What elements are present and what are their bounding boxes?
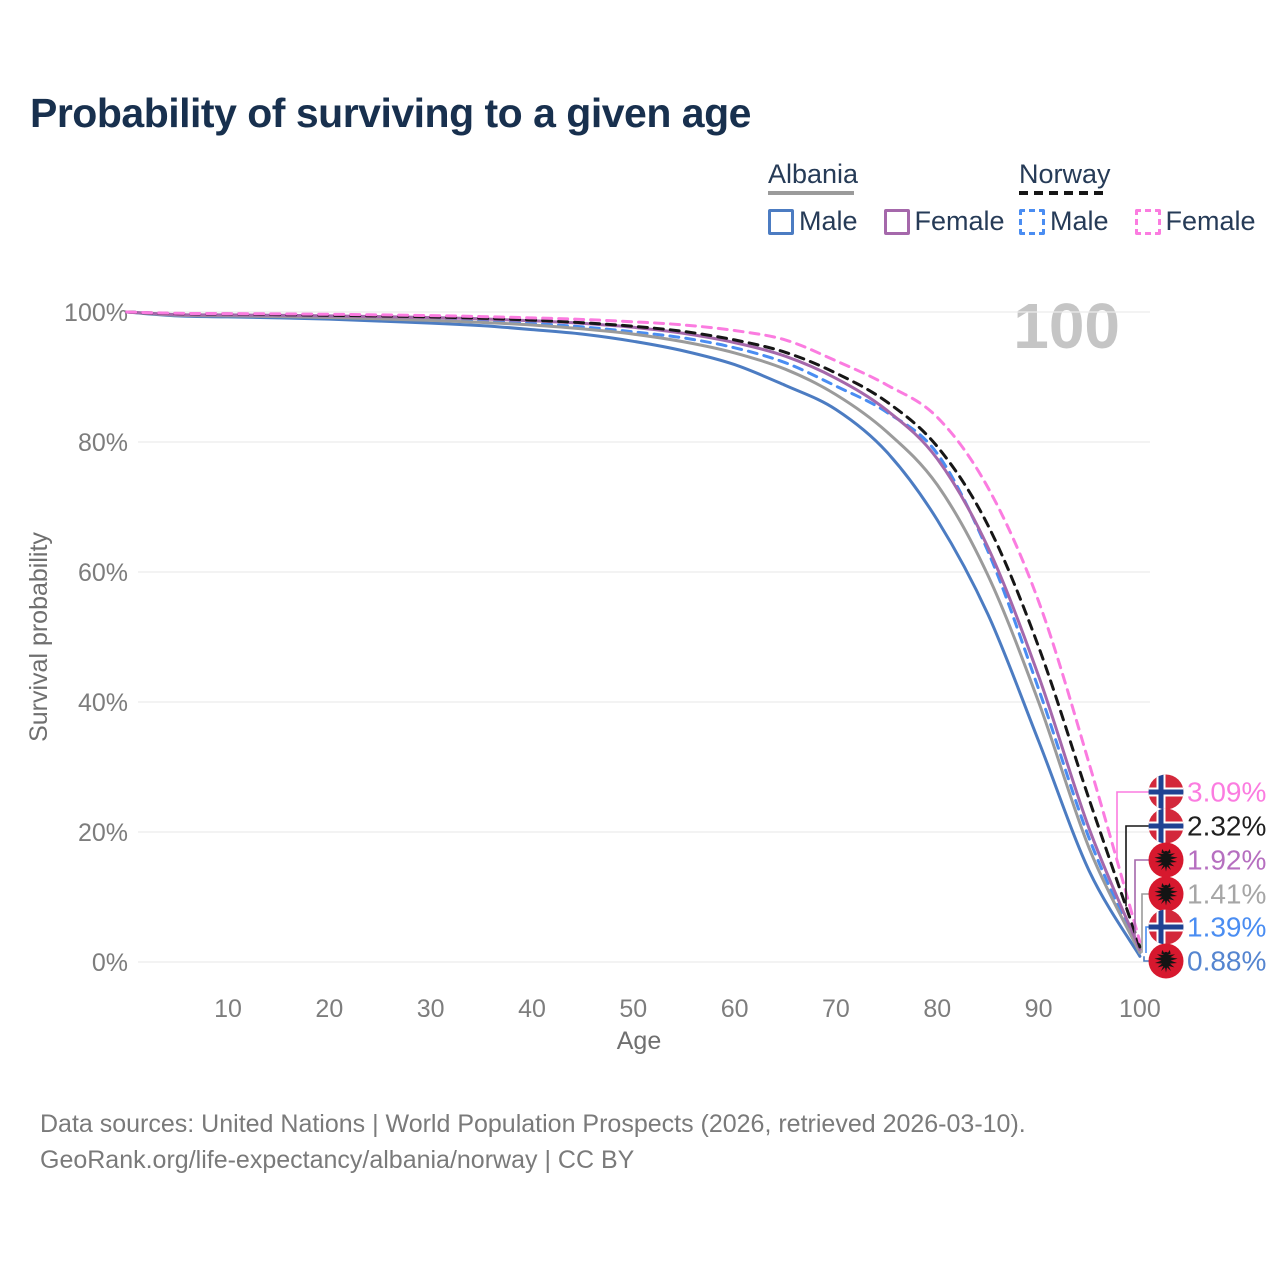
x-tick-label: 80 <box>923 995 951 1023</box>
end-label-norway-female: 3.09% <box>1187 777 1266 808</box>
end-label-norway-both-sexes: 2.32% <box>1187 811 1266 842</box>
footer: Data sources: United Nations | World Pop… <box>40 1106 1026 1178</box>
end-label-leader-line <box>1116 791 1150 862</box>
albania-female-swatch-icon <box>883 208 910 235</box>
survival-curve-albania-female <box>125 310 1142 951</box>
end-label-leader-line <box>1125 825 1150 907</box>
norway-female-swatch-icon <box>1134 208 1161 235</box>
chart-title: Probability of surviving to a given age <box>30 90 751 136</box>
y-tick-label: 60% <box>78 559 128 587</box>
y-tick-label: 0% <box>92 949 128 977</box>
legend-country-label-albania: Albania <box>768 159 859 189</box>
albania-flag-icon <box>1148 943 1184 979</box>
y-tick-label: 100% <box>64 299 128 327</box>
legend-item-albania-female[interactable]: Female <box>883 206 1005 237</box>
x-tick-label: 10 <box>214 995 242 1023</box>
survival-curve-norway-female <box>125 310 1142 944</box>
grid-layer: 100% 80% 60% 40% 20% 0% 10 20 30 40 50 60 70 80 90 100 <box>64 299 1161 1023</box>
survival-curve-norway-male <box>125 310 1142 955</box>
x-tick-label: 40 <box>518 995 546 1023</box>
norway-line-swatch-icon <box>1019 191 1105 195</box>
legend-item-label: Female <box>914 206 1005 236</box>
x-tick-label: 90 <box>1025 995 1053 1023</box>
x-tick-label: 20 <box>315 995 343 1023</box>
norway-flag-icon <box>1148 774 1184 810</box>
footer-line-2: GeoRank.org/life-expectancy/albania/norw… <box>40 1146 635 1174</box>
albania-flag-icon <box>1148 842 1184 878</box>
survival-curve-albania-male <box>125 310 1142 958</box>
y-tick-label: 20% <box>78 819 128 847</box>
legend-group-albania: Albania Male Female <box>768 160 1031 237</box>
legend-item-albania-male[interactable]: Male <box>768 206 858 237</box>
norway-flag-icon <box>1148 808 1184 844</box>
end-label-leader-line <box>1141 893 1150 953</box>
albania-line-swatch-icon <box>768 191 854 195</box>
legend-item-norway-male[interactable]: Male <box>1019 206 1109 237</box>
end-label-albania-male: 0.88% <box>1187 946 1266 977</box>
curves-layer <box>125 310 1142 958</box>
labels-layer: 3.09%2.32%1.92%1.41%1.39%0.88% <box>1116 774 1266 979</box>
end-label-albania-both-sexes: 1.41% <box>1187 879 1266 910</box>
norway-male-swatch-icon <box>1019 208 1045 235</box>
y-tick-label: 80% <box>78 429 128 457</box>
legend-group-norway: Norway Male Female <box>1019 160 1280 237</box>
norway-flag-icon <box>1148 909 1184 945</box>
legend-item-norway-female[interactable]: Female <box>1134 206 1256 237</box>
survival-curve-albania-both-sexes <box>125 310 1142 955</box>
x-tick-label: 70 <box>822 995 850 1023</box>
albania-flag-icon <box>1148 876 1184 912</box>
x-tick-label: 50 <box>619 995 647 1023</box>
legend-item-label: Male <box>799 206 858 236</box>
x-tick-label: 100 <box>1119 995 1161 1023</box>
legend-item-label: Female <box>1165 206 1256 236</box>
x-axis-title: Age <box>617 1027 661 1055</box>
age-watermark: 100 <box>1013 290 1120 362</box>
y-tick-label: 40% <box>78 689 128 717</box>
albania-male-swatch-icon <box>768 208 794 235</box>
end-label-leader-line <box>1134 859 1150 938</box>
survival-curve-norway-both-sexes <box>125 310 1142 949</box>
end-label-norway-male: 1.39% <box>1187 912 1266 943</box>
end-label-albania-female: 1.92% <box>1187 845 1266 876</box>
legend-country-label-norway: Norway <box>1019 159 1111 189</box>
end-label-leader-line <box>1143 956 1150 962</box>
legend-item-label: Male <box>1050 206 1109 236</box>
x-tick-label: 30 <box>417 995 445 1023</box>
x-tick-label: 60 <box>721 995 749 1023</box>
footer-line-1: Data sources: United Nations | World Pop… <box>40 1110 1026 1138</box>
y-axis-title: Survival probability <box>25 532 53 742</box>
